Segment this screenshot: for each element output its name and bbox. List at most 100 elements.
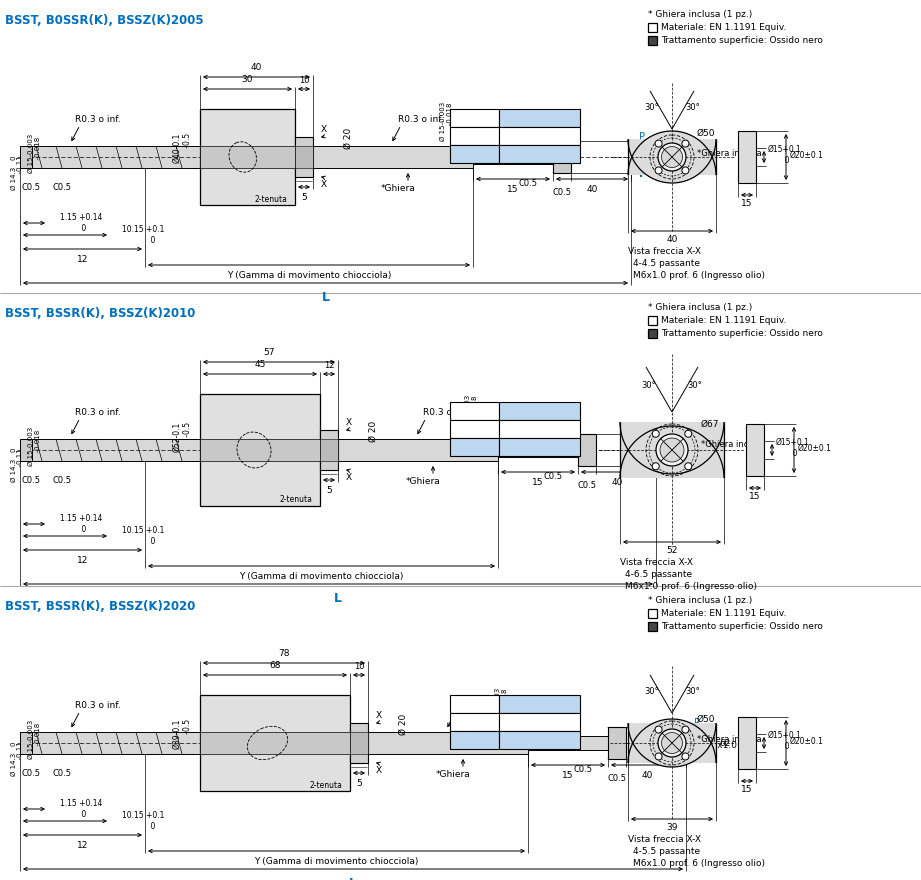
Bar [32,439,200,461]
Text: Ø50: Ø50 [697,129,716,138]
Text: R0.3 o inf.: R0.3 o inf. [75,115,121,124]
Bar [313,146,473,168]
Text: L: L [321,291,330,304]
Text: 8~10: 8~10 [461,131,488,141]
Text: M: M [648,316,657,325]
Text: C0.5: C0.5 [608,774,626,783]
Wedge shape [628,139,716,183]
Text: Ø 15-0.003
      -0.018: Ø 15-0.003 -0.018 [28,427,41,466]
Text: M: M [648,23,657,32]
Text: 4-5.5 passante: 4-5.5 passante [633,847,700,856]
Bar [32,146,200,168]
Text: 62: 62 [719,738,730,747]
Text: P: P [472,113,478,123]
Text: M6x1.0 prof. 6 (Ingresso olio): M6x1.0 prof. 6 (Ingresso olio) [633,271,765,280]
Text: Ø20±0.1: Ø20±0.1 [790,150,824,159]
Wedge shape [620,426,724,478]
Text: C0.5: C0.5 [21,476,40,485]
Text: 5: 5 [301,193,307,202]
Text: 12: 12 [76,556,88,565]
Bar [350,723,368,763]
Text: X: X [376,766,382,775]
Text: 11, 12: 11, 12 [458,442,492,452]
Text: 45: 45 [254,360,265,369]
Bar [499,420,580,438]
Text: 15: 15 [741,199,752,208]
Bar [450,420,499,438]
Bar [450,731,499,749]
Bar [499,109,580,127]
Text: F: F [639,169,647,179]
Bar [608,727,626,759]
Text: 0: 0 [537,422,542,430]
Text: 12: 12 [76,255,88,264]
Text: 5: 5 [326,486,332,495]
Bar [499,127,580,145]
Circle shape [682,726,689,733]
Text: C0.5: C0.5 [519,179,538,188]
Text: C0.5: C0.5 [21,769,40,778]
Text: M6x1.0 prof. 6 (Ingresso olio): M6x1.0 prof. 6 (Ingresso olio) [625,582,757,591]
Text: 2-tenuta: 2-tenuta [254,194,287,203]
Bar [628,723,716,763]
Text: F: F [664,462,671,472]
Circle shape [661,732,682,753]
Bar [450,109,499,127]
Text: 1.15 +0.14
         0: 1.15 +0.14 0 [60,799,102,818]
Text: Ø 15-0.003
       -0.018: Ø 15-0.003 -0.018 [440,102,453,141]
Bar [450,438,499,456]
Text: Materiale: EN 1.1191 Equiv.: Materiale: EN 1.1191 Equiv. [661,316,787,325]
Text: 0: 0 [537,128,542,137]
Text: Ø15+0.1
       0: Ø15+0.1 0 [776,438,810,458]
Text: R0.3 o inf.: R0.3 o inf. [398,115,444,124]
Circle shape [655,167,662,174]
Text: *Ghiera: *Ghiera [405,477,440,486]
Text: C0.5: C0.5 [52,769,71,778]
Text: 30°: 30° [644,686,659,695]
Text: F: F [694,755,702,765]
Text: R0.3 o inf.: R0.3 o inf. [75,408,121,417]
Text: 40: 40 [587,185,598,194]
Text: Tolleranza: Tolleranza [514,700,565,708]
Wedge shape [620,422,724,474]
Text: C0.5: C0.5 [577,481,597,490]
Text: 40: 40 [641,771,653,780]
Wedge shape [628,719,716,763]
Text: 68: 68 [269,661,281,670]
Bar [200,439,320,461]
Bar [20,439,32,461]
Bar [648,329,657,338]
Text: 78: 78 [278,649,290,658]
Bar [295,146,313,168]
Text: R0.3 o inf.: R0.3 o inf. [453,701,499,710]
Text: -0.011: -0.011 [527,446,553,456]
Text: Ø 14.3   0
          -0.11: Ø 14.3 0 -0.11 [10,155,24,195]
Text: 39: 39 [666,823,678,832]
Text: Ø 20: Ø 20 [344,128,353,149]
Bar [200,146,295,168]
Text: M15x1.0: M15x1.0 [698,742,737,751]
Text: -0.011: -0.011 [527,739,553,749]
Text: Vista freccia X-X: Vista freccia X-X [628,835,701,844]
Text: Ø39-0.1
      -0.5: Ø39-0.1 -0.5 [172,719,192,750]
Text: C0.5: C0.5 [574,765,592,774]
Text: 15: 15 [507,185,519,194]
Circle shape [656,434,688,466]
Bar [620,422,724,478]
Text: Ø52-0.1
      -0.5: Ø52-0.1 -0.5 [172,422,192,452]
Text: 15: 15 [750,492,761,501]
Bar [20,146,32,168]
Text: 40: 40 [666,235,678,244]
Circle shape [682,753,689,760]
Circle shape [682,167,689,174]
Bar [738,717,756,769]
Text: -0.009: -0.009 [527,429,553,437]
Text: Ø 15-0.003
      -0.018: Ø 15-0.003 -0.018 [28,134,41,173]
Bar [499,695,580,713]
Text: 1.15 +0.14
         0: 1.15 +0.14 0 [60,514,102,533]
Text: 2-tenuta: 2-tenuta [309,781,342,789]
Bar [746,424,764,476]
Text: Ø20±0.1: Ø20±0.1 [790,737,824,745]
Bar [553,141,571,173]
Text: Ø 14.3   0
          -0.11: Ø 14.3 0 -0.11 [10,448,24,488]
